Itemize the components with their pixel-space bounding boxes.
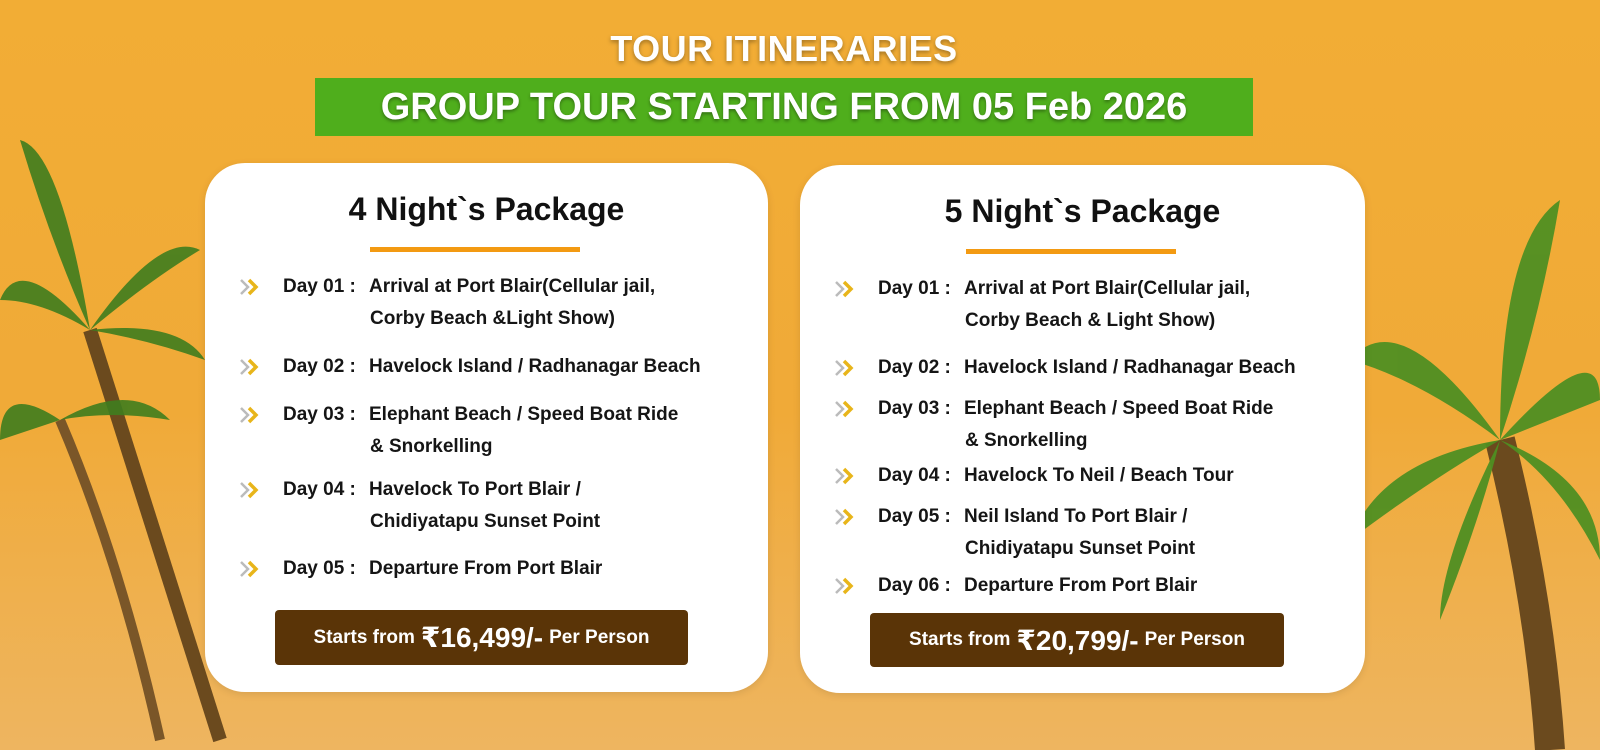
itinerary-text: Corby Beach & Light Show) bbox=[965, 310, 1216, 331]
double-chevron-icon bbox=[240, 560, 259, 578]
double-chevron-icon bbox=[240, 481, 259, 499]
itinerary-text: Chidiyatapu Sunset Point bbox=[965, 538, 1196, 559]
day-label: Day 04 : bbox=[283, 479, 356, 500]
double-chevron-icon bbox=[835, 400, 854, 418]
day-label: Day 01 : bbox=[878, 278, 951, 299]
double-chevron-icon bbox=[240, 358, 259, 376]
itinerary-text: Departure From Port Blair bbox=[369, 558, 603, 579]
double-chevron-icon bbox=[835, 508, 854, 526]
day-label: Day 02 : bbox=[283, 356, 356, 377]
day-label: Day 03 : bbox=[283, 404, 356, 425]
itinerary-text: & Snorkelling bbox=[965, 430, 1088, 451]
itinerary-text: Departure From Port Blair bbox=[964, 575, 1198, 596]
itinerary-text: Havelock To Port Blair / bbox=[369, 479, 581, 500]
double-chevron-icon bbox=[835, 467, 854, 485]
itinerary-text: Havelock Island / Radhanagar Beach bbox=[964, 357, 1296, 378]
day-label: Day 02 : bbox=[878, 357, 951, 378]
itinerary-text: Havelock Island / Radhanagar Beach bbox=[369, 356, 701, 377]
price-suffix: Per Person bbox=[1144, 629, 1245, 650]
page-title: TOUR ITINERARIES bbox=[610, 28, 958, 69]
price-box: Starts from ₹20,799/- Per Person bbox=[870, 613, 1284, 667]
itinerary-text: Chidiyatapu Sunset Point bbox=[370, 511, 601, 532]
double-chevron-icon bbox=[835, 577, 854, 595]
price-amount: ₹20,799/- bbox=[1016, 624, 1139, 656]
itinerary-text: Elephant Beach / Speed Boat Ride bbox=[369, 404, 679, 425]
price-suffix: Per Person bbox=[549, 626, 650, 648]
package-card-4-nights: 4 Night`s Package Day 01 : Arrival at Por… bbox=[205, 163, 768, 692]
package-card-5-nights: 5 Night`s Package Day 01 : Arrival at Por… bbox=[800, 165, 1365, 693]
day-label: Day 03 : bbox=[878, 398, 951, 419]
itinerary-text: Arrival at Port Blair(Cellular jail, bbox=[964, 278, 1251, 299]
itinerary-text: & Snorkelling bbox=[370, 436, 493, 457]
day-label: Day 01 : bbox=[283, 276, 356, 297]
day-label: Day 05 : bbox=[283, 558, 356, 579]
package-title: 4 Night`s Package bbox=[348, 191, 625, 227]
itinerary-text: Havelock To Neil / Beach Tour bbox=[964, 465, 1234, 486]
day-label: Day 06 : bbox=[878, 575, 951, 596]
double-chevron-icon bbox=[240, 406, 259, 424]
itinerary-text: Corby Beach &Light Show) bbox=[370, 308, 615, 329]
day-label: Day 04 : bbox=[878, 465, 951, 486]
group-tour-banner: GROUP TOUR STARTING FROM 05 Feb 2026 bbox=[315, 78, 1253, 136]
price-prefix: Starts from bbox=[909, 629, 1011, 650]
price-prefix: Starts from bbox=[313, 626, 415, 648]
itinerary-text: Elephant Beach / Speed Boat Ride bbox=[964, 398, 1274, 419]
itinerary-text: Neil Island To Port Blair / bbox=[964, 506, 1188, 527]
double-chevron-icon bbox=[835, 359, 854, 377]
title-underline bbox=[370, 247, 580, 252]
price-amount: ₹16,499/- bbox=[420, 622, 544, 653]
package-title: 5 Night`s Package bbox=[944, 193, 1221, 229]
title-underline bbox=[966, 249, 1176, 254]
itinerary-text: Arrival at Port Blair(Cellular jail, bbox=[369, 276, 656, 297]
double-chevron-icon bbox=[835, 280, 854, 298]
day-label: Day 05 : bbox=[878, 506, 951, 527]
double-chevron-icon bbox=[240, 278, 259, 296]
price-box: Starts from ₹16,499/- Per Person bbox=[275, 610, 688, 665]
